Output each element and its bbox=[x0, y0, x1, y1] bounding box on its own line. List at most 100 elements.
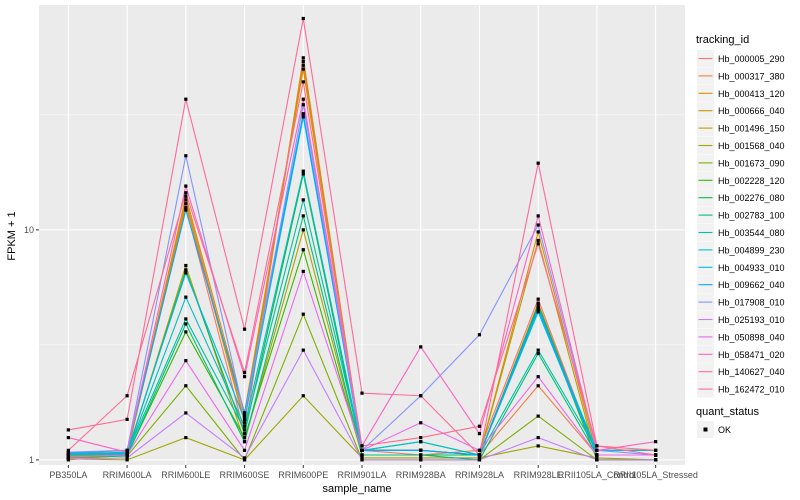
data-point bbox=[595, 444, 599, 448]
data-point bbox=[536, 444, 540, 448]
data-point bbox=[184, 205, 188, 210]
data-point bbox=[184, 191, 188, 195]
data-point bbox=[477, 453, 482, 457]
legend-items: Hb_000005_290 Hb_000317_380 Hb_000413_120 H… bbox=[697, 50, 785, 398]
legend-label: Hb_025193_010 bbox=[718, 315, 785, 325]
data-point bbox=[184, 194, 188, 198]
data-point bbox=[184, 330, 188, 334]
data-point bbox=[536, 384, 540, 388]
data-point bbox=[419, 440, 423, 444]
x-axis: PB350LA RRIM600LA RRIM600LE RRIM600SE RRIM60… bbox=[49, 465, 698, 480]
legend-label: Hb_000413_120 bbox=[718, 89, 785, 99]
data-point bbox=[595, 458, 599, 462]
data-point bbox=[301, 312, 305, 316]
x-tick-label: RRIM928LA bbox=[455, 470, 504, 480]
x-tick-label: RRII105LA_Stressed bbox=[613, 470, 698, 480]
legend-label: Hb_002276_080 bbox=[718, 193, 785, 203]
data-point bbox=[360, 444, 364, 448]
data-point bbox=[536, 348, 540, 352]
data-point bbox=[184, 411, 188, 415]
data-point bbox=[242, 411, 247, 415]
data-point bbox=[536, 435, 540, 440]
legend-label: Hb_001568_040 bbox=[718, 141, 785, 151]
legend-title: tracking_id bbox=[696, 34, 749, 46]
data-point bbox=[595, 448, 599, 452]
x-tick-label: PB350LA bbox=[49, 470, 87, 480]
data-point bbox=[242, 435, 247, 440]
data-point bbox=[242, 327, 247, 331]
data-point bbox=[184, 202, 188, 206]
data-point bbox=[536, 161, 540, 165]
data-point bbox=[301, 198, 305, 202]
legend-label: Hb_009662_040 bbox=[718, 280, 785, 290]
data-point bbox=[66, 455, 70, 459]
data-point bbox=[536, 301, 540, 305]
data-point bbox=[301, 59, 305, 64]
data-point bbox=[536, 310, 540, 314]
data-point bbox=[125, 458, 129, 462]
data-point bbox=[184, 271, 188, 275]
data-point bbox=[301, 394, 305, 398]
data-point bbox=[536, 223, 540, 227]
y-axis: 1 10 bbox=[24, 225, 39, 465]
x-tick-label: RRIM600SE bbox=[220, 470, 270, 480]
legend-label: Hb_001673_090 bbox=[718, 158, 785, 168]
data-point bbox=[125, 453, 129, 457]
legend-label: Hb_004933_010 bbox=[718, 263, 785, 273]
data-point bbox=[419, 458, 423, 462]
y-tick-label: 1 bbox=[29, 455, 34, 465]
data-point bbox=[477, 458, 482, 462]
data-point bbox=[301, 269, 305, 273]
data-point bbox=[595, 456, 599, 460]
data-point bbox=[301, 228, 305, 232]
data-point bbox=[301, 172, 305, 176]
data-point bbox=[360, 453, 364, 457]
legend-label: Hb_001496_150 bbox=[718, 124, 785, 134]
data-point bbox=[125, 394, 129, 398]
x-tick-label: RRIM600LE bbox=[161, 470, 210, 480]
data-point bbox=[477, 424, 482, 428]
data-point bbox=[419, 435, 423, 440]
data-point bbox=[66, 448, 70, 452]
data-point bbox=[360, 448, 364, 452]
legend-label: Hb_058471_020 bbox=[718, 350, 785, 360]
legend: tracking_id Hb_000005_290Hb_000317_380Hb… bbox=[696, 34, 785, 438]
data-point bbox=[536, 303, 540, 307]
data-point bbox=[536, 242, 540, 246]
legend-label: Hb_017908_010 bbox=[718, 298, 785, 308]
data-point bbox=[536, 305, 540, 310]
data-point bbox=[419, 448, 423, 452]
data-point bbox=[184, 268, 188, 272]
data-point bbox=[301, 67, 305, 71]
legend-label: Hb_140627_040 bbox=[718, 367, 785, 377]
data-point bbox=[242, 421, 247, 425]
data-point bbox=[125, 456, 129, 460]
data-point bbox=[301, 97, 305, 101]
data-point bbox=[301, 214, 305, 218]
y-axis-title: FPKM + 1 bbox=[6, 211, 18, 260]
data-point bbox=[66, 435, 70, 440]
data-point bbox=[536, 351, 540, 356]
data-point bbox=[477, 432, 482, 436]
data-point bbox=[125, 450, 129, 454]
point-legend-title: quant_status bbox=[696, 406, 759, 418]
data-point bbox=[242, 370, 247, 375]
data-point bbox=[184, 295, 188, 299]
data-point bbox=[184, 384, 188, 388]
data-point bbox=[595, 453, 599, 457]
legend-label: Hb_002783_100 bbox=[718, 211, 785, 221]
data-point bbox=[536, 238, 540, 243]
data-point bbox=[242, 428, 247, 432]
data-point bbox=[419, 453, 423, 457]
x-axis-title: sample_name bbox=[322, 483, 391, 495]
data-point bbox=[184, 208, 188, 212]
x-tick-label: RRIM901LA bbox=[337, 470, 386, 480]
plot-panel bbox=[39, 5, 685, 465]
data-point bbox=[536, 214, 540, 218]
data-point bbox=[184, 435, 188, 440]
data-point bbox=[184, 359, 188, 363]
data-point bbox=[536, 414, 540, 418]
data-point bbox=[301, 56, 305, 60]
data-point bbox=[419, 421, 423, 425]
data-point bbox=[360, 456, 364, 460]
